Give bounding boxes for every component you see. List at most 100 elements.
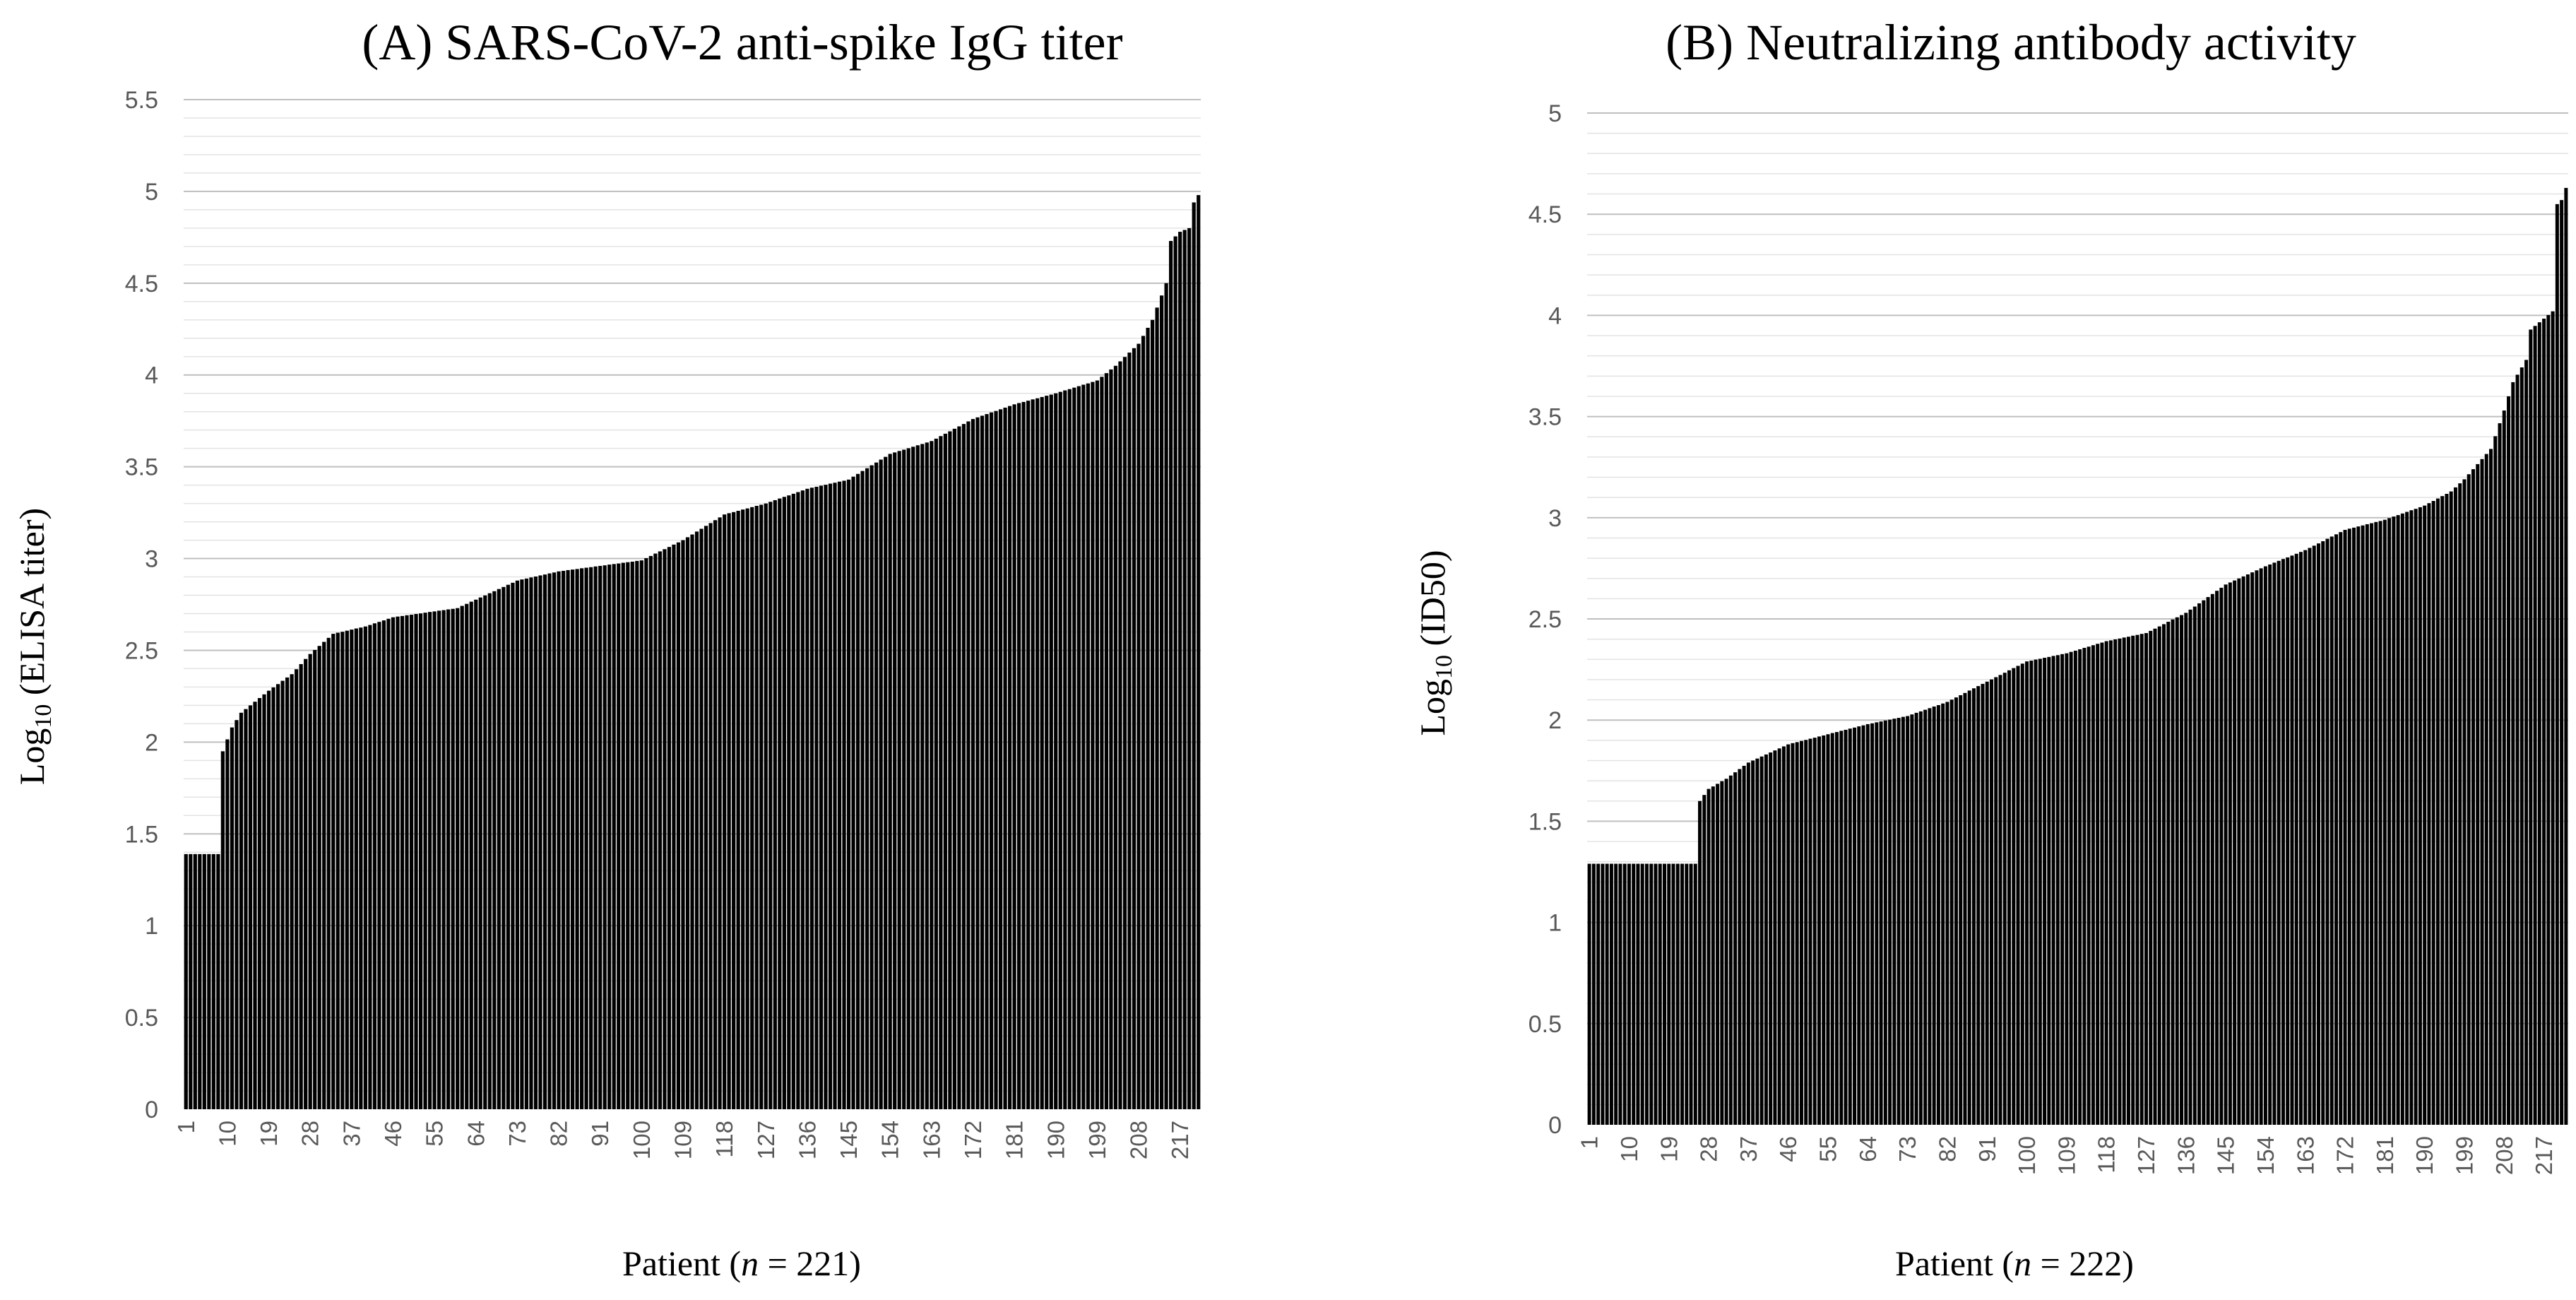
bar [1104, 373, 1109, 1109]
bar [2277, 560, 2281, 1125]
bar [1998, 675, 2002, 1125]
bar [1680, 863, 1685, 1125]
bar [814, 486, 819, 1109]
bar [2012, 668, 2016, 1125]
bar [465, 603, 469, 1109]
bar [1127, 353, 1132, 1109]
bar [663, 549, 667, 1109]
y-tick-label: 1.5 [125, 821, 158, 848]
bar [1609, 863, 1613, 1125]
x-tick-label: 145 [2213, 1136, 2239, 1175]
bar [405, 615, 409, 1109]
bar [2051, 656, 2055, 1125]
bar [381, 620, 386, 1109]
y-tick-label: 2.5 [125, 637, 158, 664]
x-tick-label: 91 [587, 1121, 613, 1147]
bar [598, 565, 603, 1109]
x-tick-label: 73 [1894, 1136, 1921, 1162]
bar [1035, 398, 1040, 1109]
bar [943, 433, 947, 1109]
bar [1113, 365, 1118, 1109]
bar [1901, 716, 1905, 1125]
bar [939, 436, 943, 1109]
x-tick-label: 127 [753, 1121, 779, 1159]
bar [782, 497, 786, 1109]
bar [1707, 788, 1711, 1125]
y-tick-label: 1 [145, 913, 158, 940]
bar [2255, 570, 2259, 1125]
bar [1021, 401, 1026, 1109]
bar [2382, 519, 2387, 1125]
bar [1976, 686, 1981, 1125]
bar [1146, 327, 1150, 1110]
bar [469, 601, 473, 1109]
bar [975, 417, 980, 1109]
bar [501, 586, 506, 1109]
bar [520, 579, 524, 1109]
bar [860, 471, 865, 1109]
x-tick-label: 10 [1616, 1136, 1642, 1162]
bar [2237, 578, 2241, 1125]
x-tick-label: 172 [2332, 1136, 2358, 1175]
bar [2290, 555, 2294, 1125]
bar [2286, 557, 2290, 1125]
x-tick-label: 199 [1084, 1121, 1110, 1159]
bar [791, 493, 795, 1109]
bar [648, 555, 653, 1109]
bar [1076, 386, 1081, 1109]
bar [2219, 587, 2224, 1125]
bar [1675, 863, 1680, 1125]
bar [773, 500, 777, 1109]
bar [607, 565, 612, 1109]
bar [340, 632, 345, 1109]
bar [1791, 743, 1795, 1125]
bar [304, 658, 308, 1109]
bar [363, 626, 367, 1109]
bar [934, 438, 938, 1109]
chart-a-title: (A) SARS-CoV-2 anti-spike IgG titer [362, 14, 1122, 71]
bar [207, 853, 211, 1109]
bar [681, 540, 685, 1109]
bar [902, 449, 906, 1109]
bar [386, 618, 391, 1109]
bar [1601, 863, 1605, 1125]
bar [220, 751, 225, 1109]
bar [621, 562, 625, 1109]
bar [998, 409, 1003, 1109]
bar [295, 669, 299, 1109]
bar [2078, 649, 2082, 1125]
bar [2104, 641, 2108, 1125]
bar [1865, 723, 1870, 1125]
y-tick-label: 5.5 [125, 87, 158, 114]
chart-a-y-axis-label: Log10 (ELISA titer) [12, 508, 57, 785]
y-tick-label: 2 [145, 729, 158, 756]
bar [497, 589, 501, 1109]
bar [2298, 552, 2303, 1125]
bar [575, 569, 579, 1109]
bar [2241, 576, 2245, 1125]
bar [1945, 702, 1949, 1125]
bar [1716, 784, 1720, 1125]
bar [787, 495, 791, 1109]
bar [2370, 523, 2374, 1125]
bar [257, 698, 262, 1109]
bar [653, 553, 658, 1109]
bar [2135, 634, 2139, 1125]
bar [1914, 712, 1918, 1125]
bar [451, 608, 455, 1109]
bar [1883, 720, 1887, 1125]
bar [2343, 529, 2347, 1125]
y-tick-label: 0 [145, 1097, 158, 1123]
bar [2334, 534, 2339, 1125]
bar [694, 531, 699, 1109]
bar [2551, 311, 2555, 1125]
bar [248, 705, 253, 1109]
bar [2476, 463, 2480, 1125]
bar [2126, 637, 2130, 1125]
bar [2202, 600, 2206, 1125]
x-tick-label: 82 [546, 1121, 572, 1147]
bar [2122, 637, 2126, 1125]
bar [2431, 501, 2435, 1125]
bar [759, 504, 764, 1109]
bar [2268, 564, 2272, 1125]
